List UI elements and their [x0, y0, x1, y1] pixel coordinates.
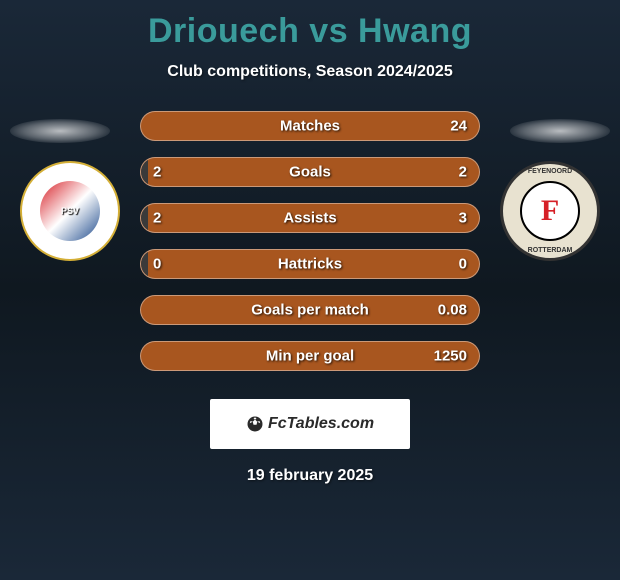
stat-fill-left	[141, 158, 148, 186]
stat-value-right: 1250	[434, 348, 467, 365]
club-badge-right: FEYENOORD ROTTERDAM	[500, 161, 600, 261]
stat-value-left: 0	[153, 256, 161, 273]
stat-value-left: 2	[153, 210, 161, 227]
attribution-label: FcTables.com	[268, 415, 374, 433]
stat-value-right: 0	[459, 256, 467, 273]
stat-fill-left	[141, 250, 148, 278]
comparison-content: FEYENOORD ROTTERDAM Matches 24 2 Goals 2 2 Ass…	[0, 111, 620, 391]
stat-label: Hattricks	[278, 256, 342, 273]
stat-label: Matches	[280, 118, 340, 135]
feyenoord-badge-icon	[520, 181, 580, 241]
comparison-date: 19 february 2025	[0, 467, 620, 485]
stat-value-left: 2	[153, 164, 161, 181]
stat-value-right: 3	[459, 210, 467, 227]
badge-shadow-right	[510, 119, 610, 143]
stat-value-right: 0.08	[438, 302, 467, 319]
badge-ring-bottom: ROTTERDAM	[528, 247, 573, 254]
stat-bar: Matches 24	[140, 111, 480, 141]
stat-label: Assists	[283, 210, 336, 227]
stat-bar: 2 Goals 2	[140, 157, 480, 187]
stats-container: Matches 24 2 Goals 2 2 Assists 3 0 Hattricks 0 Goal…	[140, 111, 480, 387]
psv-badge-icon	[40, 181, 100, 241]
stat-value-right: 2	[459, 164, 467, 181]
badge-ring-top: FEYENOORD	[528, 168, 572, 175]
stat-bar: Goals per match 0.08	[140, 295, 480, 325]
comparison-title: Driouech vs Hwang	[0, 0, 620, 51]
stat-bar: Min per goal 1250	[140, 341, 480, 371]
stat-value-right: 24	[450, 118, 467, 135]
badge-shadow-left	[10, 119, 110, 143]
stat-label: Min per goal	[266, 348, 354, 365]
stat-label: Goals per match	[251, 302, 369, 319]
attribution-box: FcTables.com	[210, 399, 410, 449]
stat-fill-left	[141, 204, 148, 232]
attribution-text: FcTables.com	[246, 415, 374, 433]
season-subtitle: Club competitions, Season 2024/2025	[0, 63, 620, 81]
stat-label: Goals	[289, 164, 331, 181]
soccer-ball-icon	[246, 415, 264, 433]
stat-bar: 2 Assists 3	[140, 203, 480, 233]
club-badge-left	[20, 161, 120, 261]
stat-bar: 0 Hattricks 0	[140, 249, 480, 279]
